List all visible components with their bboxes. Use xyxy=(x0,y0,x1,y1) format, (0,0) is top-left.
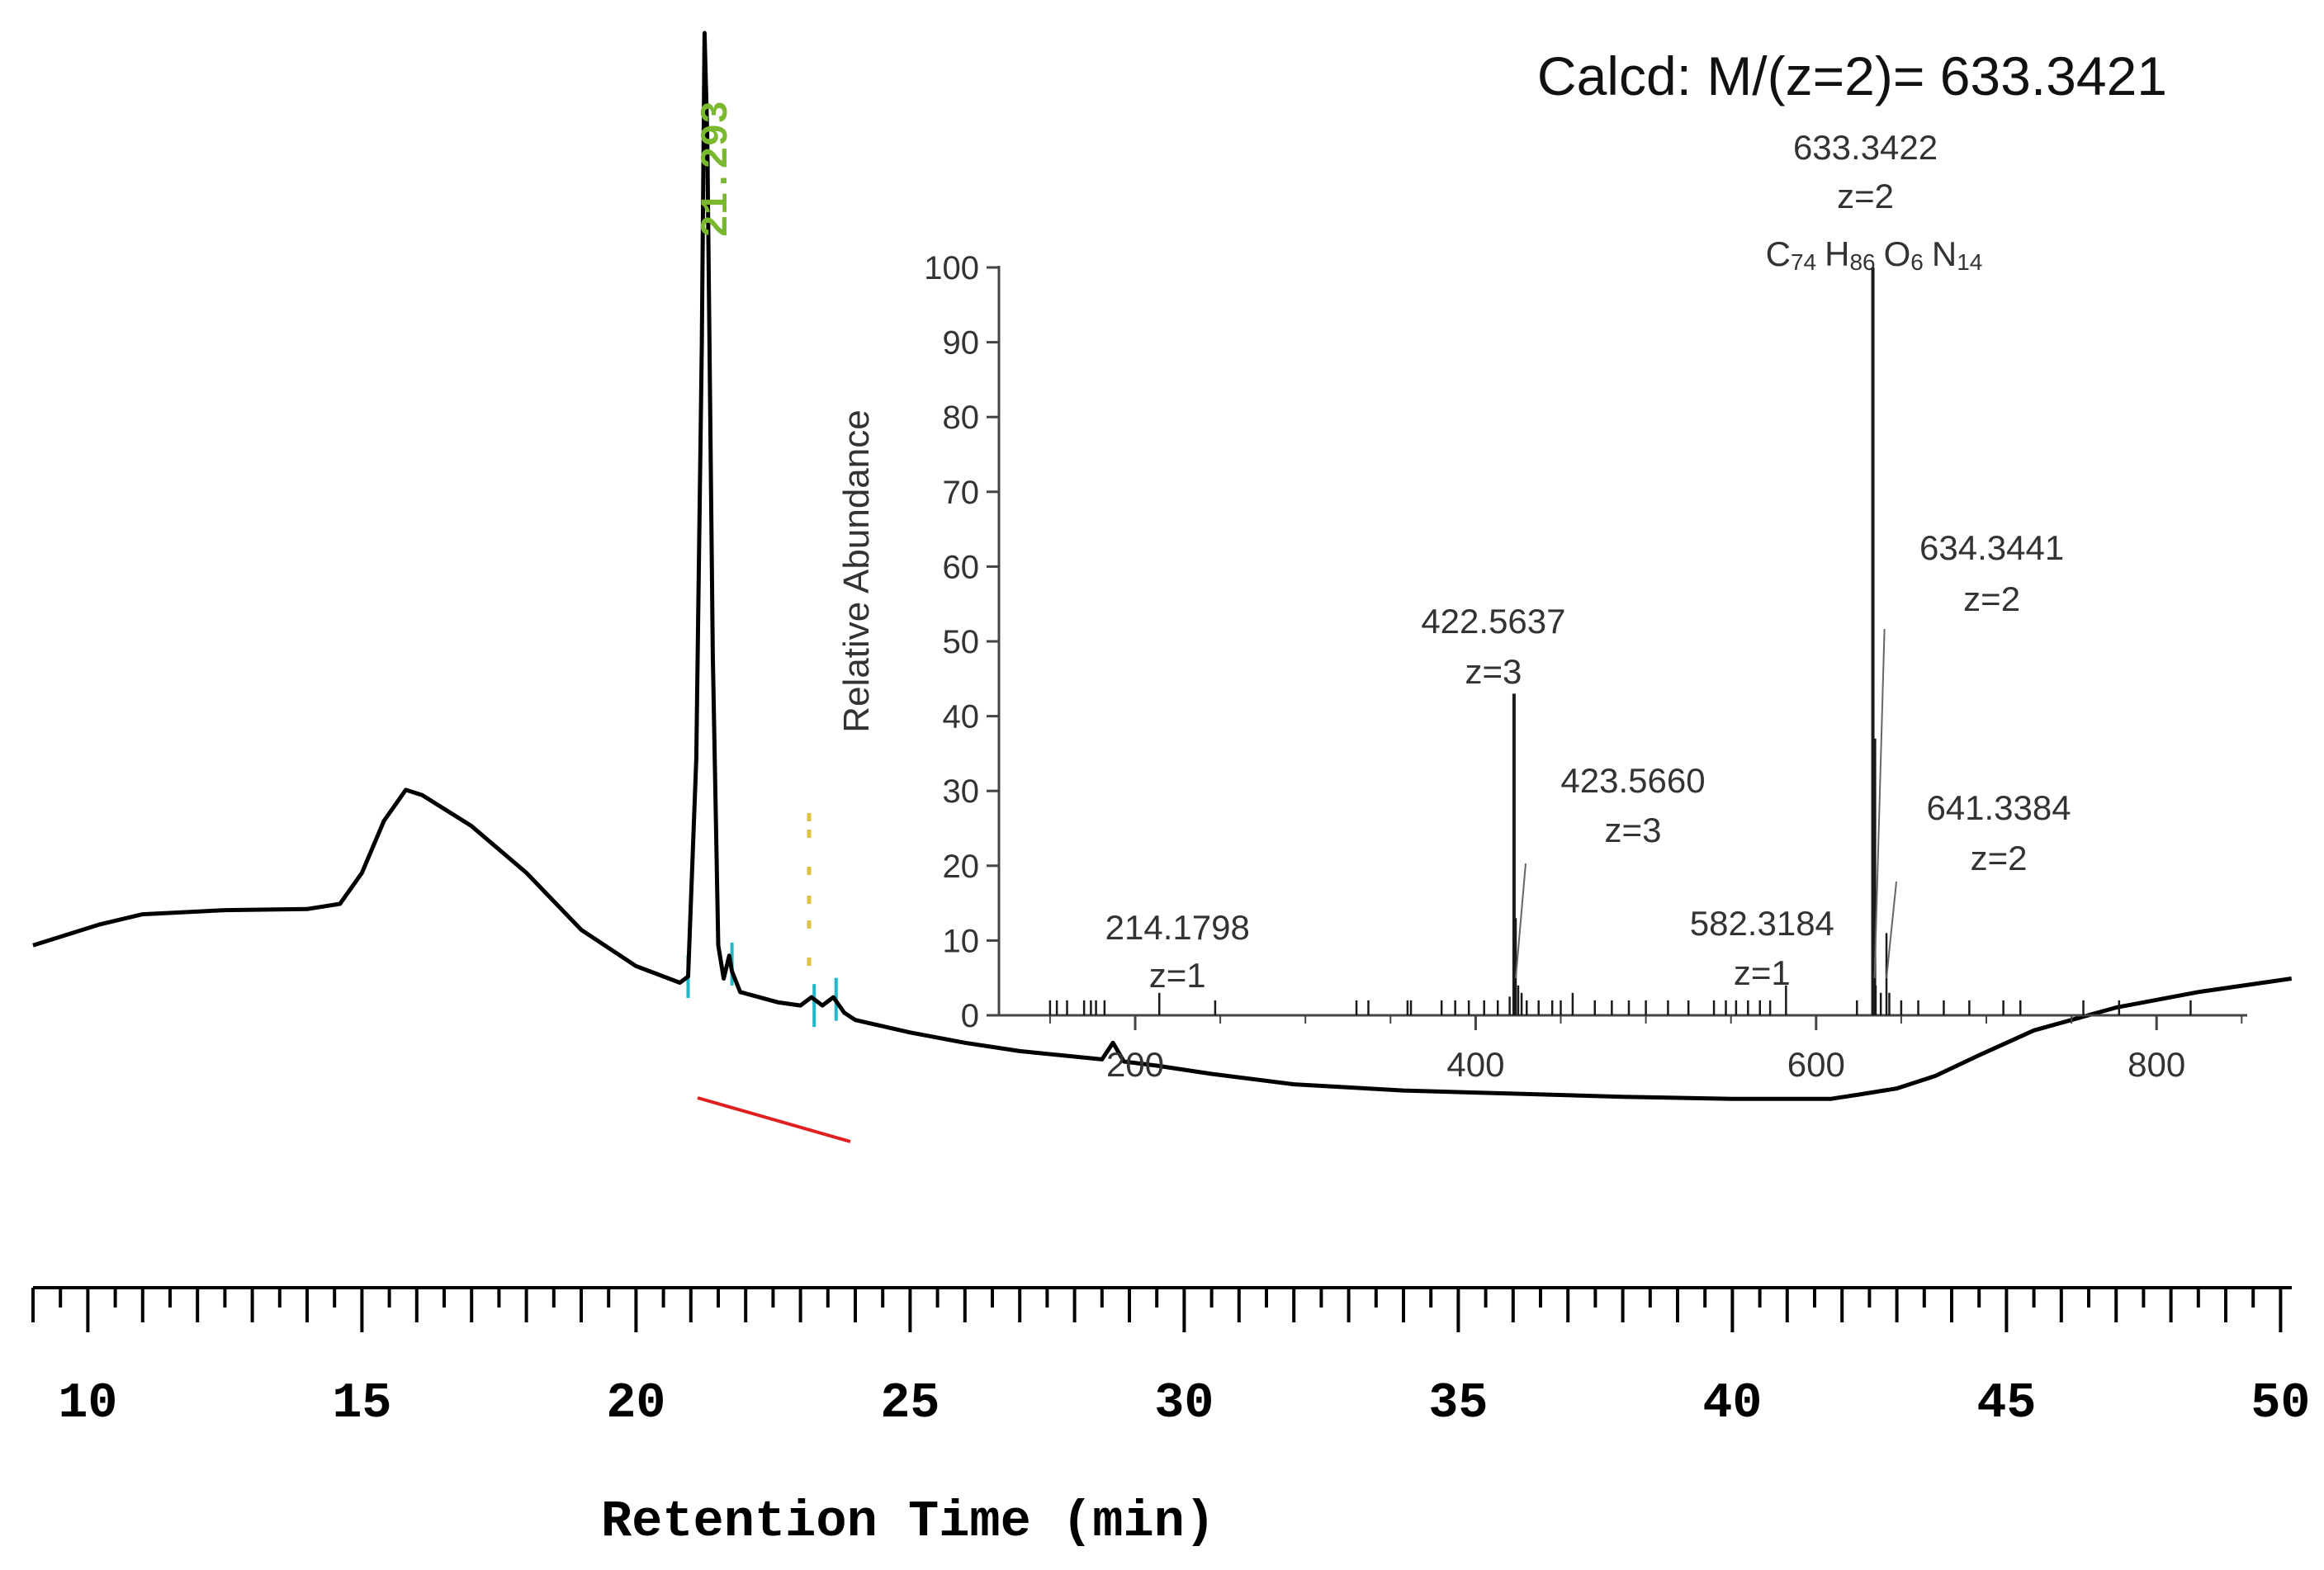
ms-y-tick-label: 0 xyxy=(961,998,979,1034)
ms-peak-charge-label: z=1 xyxy=(1149,956,1206,995)
ms-peak-annotations: 214.1798 z=1 422.5637 z=3 423.5660 z=3 582.318… xyxy=(1105,128,2071,995)
ms-peak-mz-label: 423.5660 xyxy=(1560,761,1705,800)
ms-y-tick-label: 80 xyxy=(943,400,980,436)
ms-peaks xyxy=(1048,267,2192,1015)
calcd-title: Calcd: M/(z=2)= 633.3421 xyxy=(1537,45,2167,106)
ms-peak-mz-label: 634.3441 xyxy=(1919,528,2064,567)
retention-tick-label: 35 xyxy=(1428,1376,1488,1432)
retention-time-tick-labels: 10 15 20 25 30 35 40 45 50 xyxy=(58,1376,2310,1432)
integration-markers xyxy=(686,942,838,1028)
ms-y-tick-label: 10 xyxy=(943,923,980,959)
retention-tick-label: 15 xyxy=(332,1376,391,1432)
ms-peak-charge-label: z=3 xyxy=(1605,811,1662,849)
ms-y-ticks: 0 10 20 30 40 50 60 70 80 90 100 xyxy=(924,250,999,1034)
retention-tick-label: 10 xyxy=(58,1376,117,1432)
retention-tick-label: 20 xyxy=(606,1376,665,1432)
retention-tick-label: 40 xyxy=(1702,1376,1762,1432)
chromatogram-trace xyxy=(32,31,2293,1101)
ms-y-tick-label: 60 xyxy=(943,549,980,585)
ms-y-tick-label: 40 xyxy=(943,699,980,735)
ms-peak-mz-label: 422.5637 xyxy=(1421,602,1565,641)
ms-y-tick-label: 30 xyxy=(943,773,980,810)
ms-peak-charge-label: z=2 xyxy=(1837,177,1894,215)
ms-leader-line xyxy=(1873,628,1886,979)
ms-y-tick-label: 90 xyxy=(943,325,980,362)
ms-y-axis-title: Relative Abundance xyxy=(836,409,877,732)
chromatogram: 21.293 10 15 20 25 30 35 40 45 50 Retention Time… xyxy=(31,31,2310,1551)
ms-x-tick-label: 400 xyxy=(1446,1045,1504,1084)
molecular-formula: C74 H86 O6 N14 xyxy=(1766,234,1983,275)
x-axis-title: Retention Time (min) xyxy=(601,1492,1215,1551)
ms-peak-mz-label: 641.3384 xyxy=(1926,788,2071,827)
ms-peak-mz-label: 582.3184 xyxy=(1690,904,1834,943)
ms-peak-charge-label: z=2 xyxy=(1971,839,2028,877)
mass-spectrum: Calcd: M/(z=2)= 633.3421 0 10 20 30 40 50 60 70… xyxy=(836,45,2247,1084)
retention-tick-label: 45 xyxy=(1976,1376,2036,1432)
retention-time-axis: 10 15 20 25 30 35 40 45 50 xyxy=(31,1286,2310,1432)
ms-peak-charge-label: z=2 xyxy=(1963,579,2020,618)
retention-time-ticks xyxy=(31,1288,2283,1332)
ms-y-tick-label: 70 xyxy=(943,475,980,511)
ms-label-leaders xyxy=(1514,628,1898,979)
ms-x-minor-ticks xyxy=(1048,1015,2243,1024)
ms-peak-mz-label: 214.1798 xyxy=(1105,908,1250,947)
retention-tick-label: 25 xyxy=(880,1376,940,1432)
peak-rt-label: 21.293 xyxy=(695,101,738,238)
ms-y-tick-label: 20 xyxy=(943,849,980,885)
ms-peak-charge-label: z=3 xyxy=(1465,652,1522,691)
ms-x-tick-label: 600 xyxy=(1787,1045,1845,1084)
ms-peak-mz-label: 633.3422 xyxy=(1793,128,1938,167)
retention-tick-label: 50 xyxy=(2251,1376,2310,1432)
ms-y-tick-label: 100 xyxy=(924,250,979,286)
ms-x-tick-label: 800 xyxy=(2128,1045,2185,1084)
baseline-fit xyxy=(697,1096,851,1143)
ms-leader-line xyxy=(1514,863,1526,979)
ms-y-tick-label: 50 xyxy=(943,624,980,660)
ms-leader-line xyxy=(1886,881,1898,979)
ms-x-tick-label: 200 xyxy=(1106,1045,1164,1084)
retention-tick-label: 30 xyxy=(1154,1376,1214,1432)
ms-x-ticks: 200 400 600 800 xyxy=(1106,1015,2185,1084)
ms-peak-charge-label: z=1 xyxy=(1734,953,1791,992)
